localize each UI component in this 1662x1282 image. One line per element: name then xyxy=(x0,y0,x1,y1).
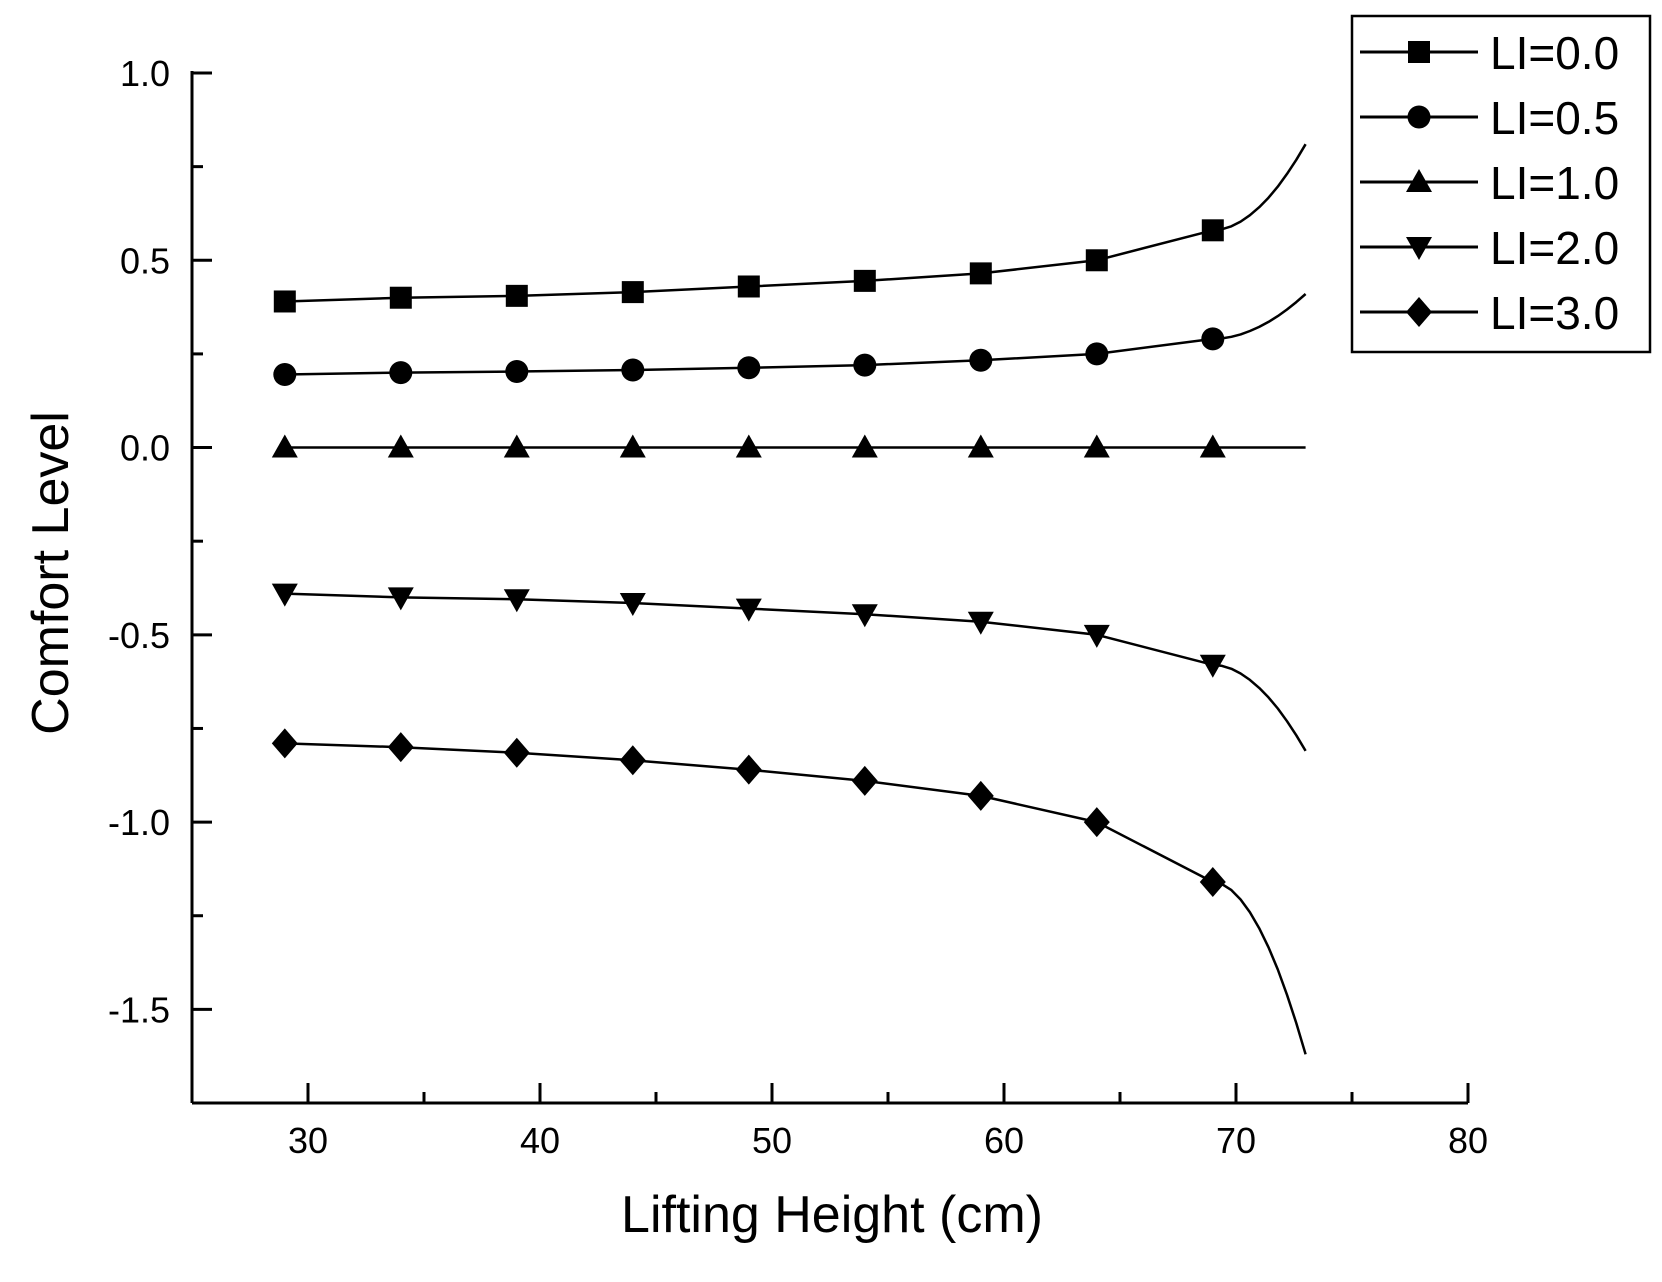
data-point xyxy=(735,434,762,458)
data-point xyxy=(503,589,530,613)
legend-marker xyxy=(1407,105,1431,129)
x-axis-title: Lifting Height (cm) xyxy=(621,1186,1043,1244)
data-point xyxy=(1085,249,1108,272)
legend-marker xyxy=(1406,237,1432,260)
data-point xyxy=(851,604,878,628)
legend: LI=0.0 LI=0.5 LI=1.0 LI=2.0 LI=3.0 xyxy=(1350,14,1652,354)
y-tick-label: 0.5 xyxy=(120,240,170,281)
data-point xyxy=(387,587,414,611)
legend-label: LI=0.5 xyxy=(1490,92,1619,144)
data-point xyxy=(851,765,878,796)
data-point xyxy=(1083,807,1110,838)
data-point xyxy=(967,611,994,635)
data-point xyxy=(1083,624,1110,648)
data-point xyxy=(273,290,296,313)
data-point xyxy=(389,361,413,385)
data-point xyxy=(969,348,993,372)
y-tick-label: -0.5 xyxy=(108,615,170,656)
data-point xyxy=(851,434,878,458)
data-point xyxy=(737,275,760,298)
series-line xyxy=(284,143,1307,303)
y-tick-label: -1.0 xyxy=(108,802,170,843)
legend-label: LI=0.0 xyxy=(1490,27,1619,79)
x-tick-label: 80 xyxy=(1448,1120,1488,1161)
y-axis-title: Comfort Level xyxy=(22,411,80,735)
legend-label: LI=2.0 xyxy=(1490,222,1619,274)
data-point xyxy=(503,434,530,458)
data-point xyxy=(389,286,412,309)
data-point xyxy=(853,269,876,292)
data-point xyxy=(271,434,298,458)
data-point xyxy=(271,583,298,607)
data-point xyxy=(387,434,414,458)
data-point xyxy=(621,358,645,382)
data-point xyxy=(273,363,297,387)
data-point xyxy=(853,353,877,377)
data-point xyxy=(735,754,762,785)
data-point xyxy=(1199,654,1226,678)
series-4 xyxy=(271,728,1307,1055)
data-point xyxy=(1201,327,1225,351)
y-tick-label: -1.5 xyxy=(108,989,170,1030)
data-point xyxy=(1083,434,1110,458)
series-line xyxy=(284,592,1307,752)
data-point xyxy=(969,262,992,285)
data-point xyxy=(735,598,762,622)
data-point xyxy=(621,281,644,304)
legend-marker xyxy=(1408,41,1430,63)
data-point xyxy=(737,356,761,380)
x-tick-label: 50 xyxy=(752,1120,792,1161)
y-tick-label: 1.0 xyxy=(120,53,170,94)
data-point xyxy=(387,732,414,763)
data-point xyxy=(1199,867,1226,898)
series-line xyxy=(284,742,1307,1055)
data-point xyxy=(505,284,528,307)
data-point xyxy=(271,728,298,759)
data-point xyxy=(619,434,646,458)
data-point xyxy=(619,745,646,776)
data-point xyxy=(619,592,646,616)
data-point xyxy=(967,780,994,811)
x-tick-label: 70 xyxy=(1216,1120,1256,1161)
x-axis-ticks: 30 40 50 60 70 80 xyxy=(288,1083,1488,1161)
x-tick-label: 30 xyxy=(288,1120,328,1161)
data-point xyxy=(503,737,530,768)
legend-label: LI=3.0 xyxy=(1490,287,1619,339)
legend-marker xyxy=(1406,169,1432,192)
series-0 xyxy=(273,143,1307,313)
series-2 xyxy=(271,434,1306,458)
x-tick-label: 60 xyxy=(984,1120,1024,1161)
data-point xyxy=(1085,342,1109,366)
y-axis-ticks: 1.0 0.5 0.0 -0.5 -1.0 -1.5 xyxy=(108,53,212,1105)
data-point xyxy=(505,360,529,384)
data-point xyxy=(967,434,994,458)
y-tick-label: 0.0 xyxy=(120,428,170,469)
series-layer xyxy=(271,143,1307,1055)
series-1 xyxy=(273,293,1307,387)
data-point xyxy=(1201,219,1224,242)
x-tick-label: 40 xyxy=(520,1120,560,1161)
legend-label: LI=1.0 xyxy=(1490,157,1619,209)
series-3 xyxy=(271,583,1307,752)
data-point xyxy=(1199,434,1226,458)
axes xyxy=(190,71,1468,1105)
legend-box xyxy=(1350,14,1652,354)
series-line xyxy=(284,293,1307,376)
legend-marker xyxy=(1406,297,1432,327)
